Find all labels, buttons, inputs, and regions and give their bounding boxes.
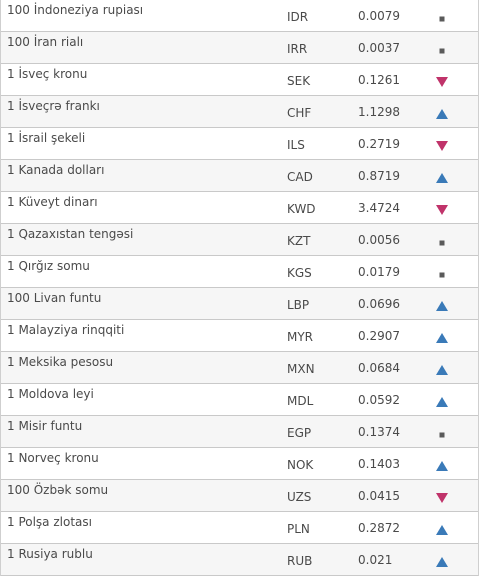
currency-code: RUB — [287, 554, 313, 568]
currency-name: 1 Misir funtu — [7, 419, 83, 433]
table-row: 1 İsveçrə frankı CHF 1.1298 — [1, 96, 478, 128]
currency-name: 1 Qazaxıstan tengəsi — [7, 227, 134, 241]
square-icon — [433, 10, 451, 26]
triangle-down-icon — [433, 74, 451, 90]
currency-code: KZT — [287, 234, 311, 248]
table-row: 1 Kanada dolları CAD 0.8719 — [1, 160, 478, 192]
table-row: 1 Polşa zlotası PLN 0.2872 — [1, 512, 478, 544]
currency-code: CHF — [287, 106, 312, 120]
currency-name: 100 İndoneziya rupiası — [7, 3, 144, 17]
currency-code: MDL — [287, 394, 314, 408]
triangle-down-icon — [433, 138, 451, 154]
currency-name: 1 Malayziya rinqqiti — [7, 323, 125, 337]
triangle-up-icon — [433, 170, 451, 186]
table-row: 100 İran rialı IRR 0.0037 — [1, 32, 478, 64]
table-row: 100 Özbək somu UZS 0.0415 — [1, 480, 478, 512]
exchange-rate: 0.2872 — [358, 521, 400, 535]
currency-name: 100 İran rialı — [7, 35, 84, 49]
exchange-rate: 0.0056 — [358, 233, 400, 247]
currency-name: 100 Livan funtu — [7, 291, 102, 305]
currency-code: ILS — [287, 138, 305, 152]
currency-code: NOK — [287, 458, 314, 472]
triangle-up-icon — [433, 522, 451, 538]
table-row: 1 Moldova leyi MDL 0.0592 — [1, 384, 478, 416]
table-row: 1 Meksika pesosu MXN 0.0684 — [1, 352, 478, 384]
square-icon — [433, 234, 451, 250]
triangle-up-icon — [433, 458, 451, 474]
triangle-down-icon — [433, 490, 451, 506]
exchange-rate: 0.2907 — [358, 329, 400, 343]
triangle-up-icon — [433, 298, 451, 314]
currency-code: EGP — [287, 426, 312, 440]
currency-name: 100 Özbək somu — [7, 483, 109, 497]
currency-code: UZS — [287, 490, 312, 504]
triangle-up-icon — [433, 554, 451, 570]
triangle-down-icon — [433, 202, 451, 218]
currency-name: 1 Meksika pesosu — [7, 355, 114, 369]
exchange-rate: 0.0684 — [358, 361, 400, 375]
exchange-rate: 0.0079 — [358, 9, 400, 23]
currency-name: 1 Moldova leyi — [7, 387, 94, 401]
exchange-rate: 0.1374 — [358, 425, 400, 439]
triangle-up-icon — [433, 106, 451, 122]
currency-code: KGS — [287, 266, 312, 280]
exchange-rate: 0.8719 — [358, 169, 400, 183]
exchange-rate: 0.1261 — [358, 73, 400, 87]
exchange-rate: 1.1298 — [358, 105, 400, 119]
currency-name: 1 Norveç kronu — [7, 451, 99, 465]
table-row: 1 Küveyt dinarı KWD 3.4724 — [1, 192, 478, 224]
triangle-up-icon — [433, 394, 451, 410]
currency-code: MYR — [287, 330, 314, 344]
table-row: 1 İsveç kronu SEK 0.1261 — [1, 64, 478, 96]
currency-name: 1 Küveyt dinarı — [7, 195, 98, 209]
exchange-rate: 0.0592 — [358, 393, 400, 407]
table-row: 1 İsrail şekeli ILS 0.2719 — [1, 128, 478, 160]
exchange-rate: 0.2719 — [358, 137, 400, 151]
currency-code: MXN — [287, 362, 315, 376]
table-row: 1 Norveç kronu NOK 0.1403 — [1, 448, 478, 480]
table-row: 100 Livan funtu LBP 0.0696 — [1, 288, 478, 320]
exchange-rate: 0.0696 — [358, 297, 400, 311]
exchange-rate: 0.0415 — [358, 489, 400, 503]
table-row: 1 Malayziya rinqqiti MYR 0.2907 — [1, 320, 478, 352]
currency-name: 1 İsveçrə frankı — [7, 99, 100, 113]
currency-name: 1 Polşa zlotası — [7, 515, 92, 529]
exchange-rate: 0.0037 — [358, 41, 400, 55]
exchange-rate: 0.0179 — [358, 265, 400, 279]
square-icon — [433, 426, 451, 442]
triangle-up-icon — [433, 330, 451, 346]
currency-code: CAD — [287, 170, 313, 184]
currency-code: SEK — [287, 74, 311, 88]
table-row: 1 Misir funtu EGP 0.1374 — [1, 416, 478, 448]
table-row: 1 Qazaxıstan tengəsi KZT 0.0056 — [1, 224, 478, 256]
table-row: 100 İndoneziya rupiası IDR 0.0079 — [1, 0, 478, 32]
currency-code: IDR — [287, 10, 309, 24]
currency-code: KWD — [287, 202, 316, 216]
currency-code: IRR — [287, 42, 308, 56]
currency-name: 1 İsveç kronu — [7, 67, 88, 81]
currency-code: PLN — [287, 522, 310, 536]
currency-name: 1 Kanada dolları — [7, 163, 105, 177]
table-row: 1 Rusiya rublu RUB 0.021 — [1, 544, 478, 576]
exchange-rate: 3.4724 — [358, 201, 400, 215]
currency-name: 1 İsrail şekeli — [7, 131, 86, 145]
square-icon — [433, 266, 451, 282]
square-icon — [433, 42, 451, 58]
exchange-rate: 0.021 — [358, 553, 393, 567]
triangle-up-icon — [433, 362, 451, 378]
table-row: 1 Qırğız somu KGS 0.0179 — [1, 256, 478, 288]
currency-name: 1 Qırğız somu — [7, 259, 90, 273]
currency-name: 1 Rusiya rublu — [7, 547, 93, 561]
currency-code: LBP — [287, 298, 310, 312]
exchange-rate: 0.1403 — [358, 457, 400, 471]
